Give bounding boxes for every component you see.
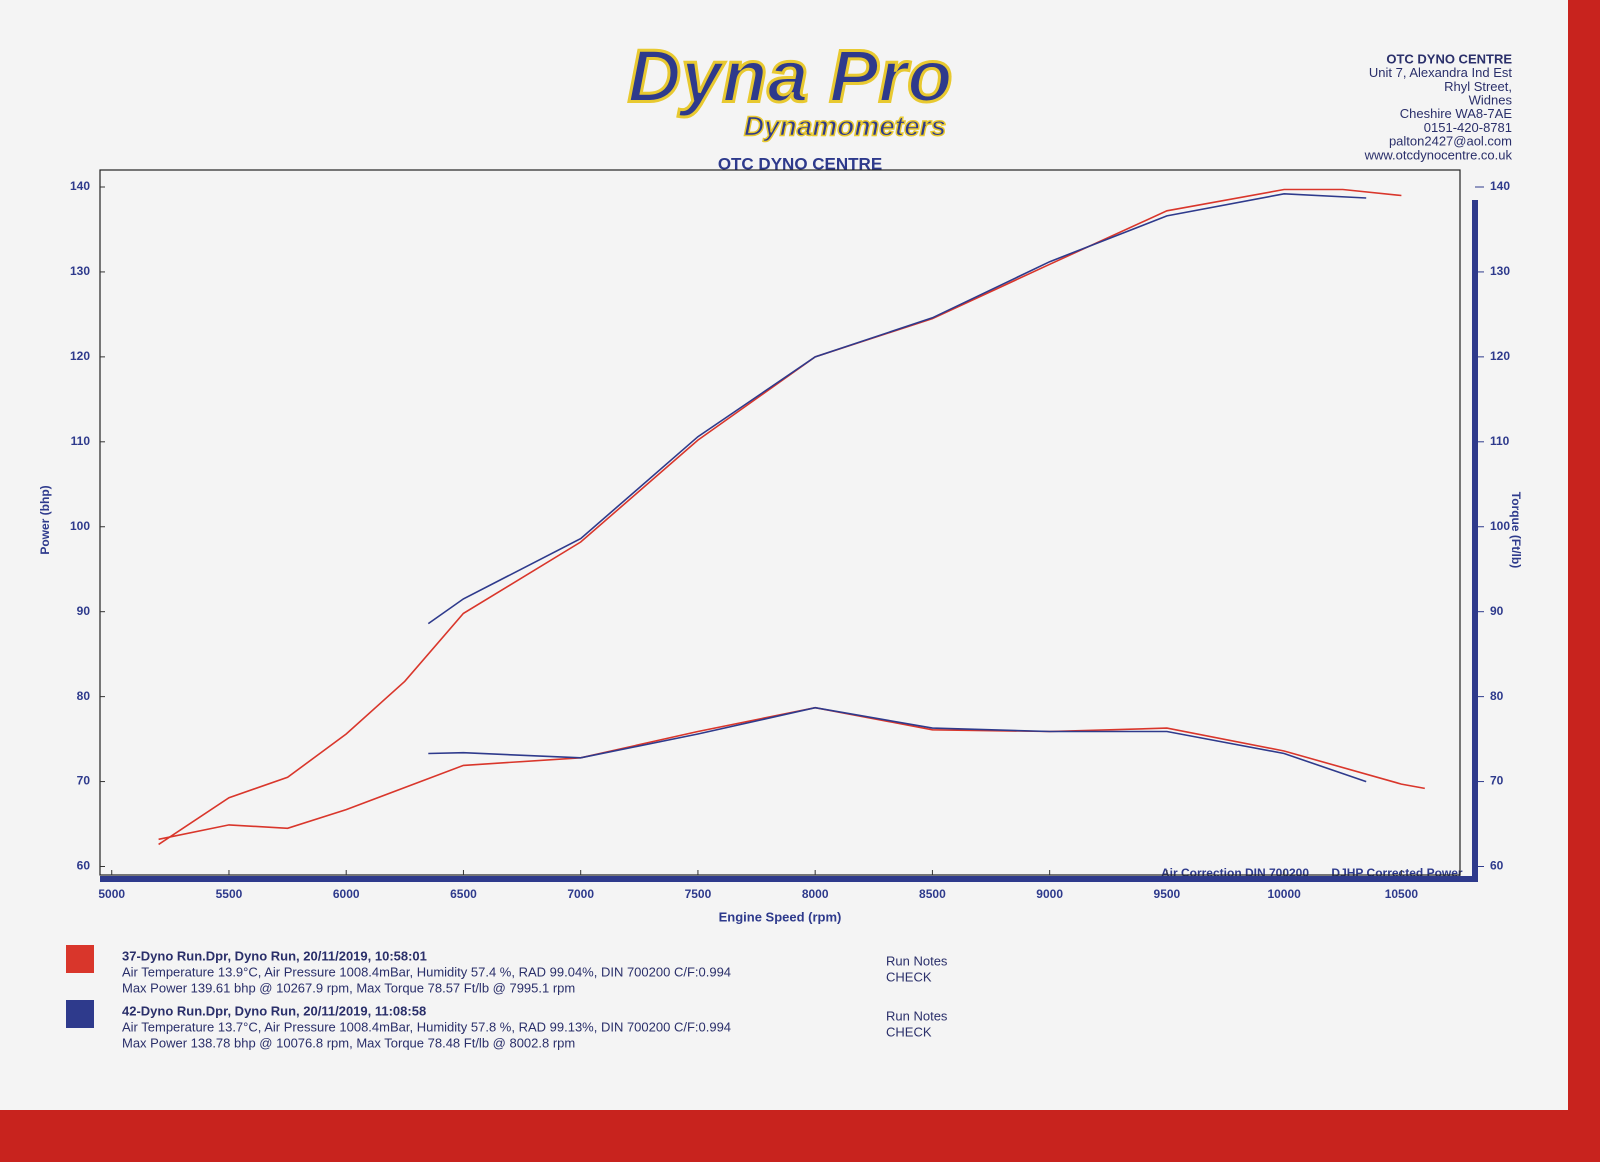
y2-tick-label: 120 bbox=[1490, 349, 1510, 363]
x-tick-label: 6000 bbox=[333, 887, 360, 901]
logo-sub: Dynamometers bbox=[744, 110, 946, 141]
series-line bbox=[427, 192, 1367, 625]
y-tick-label: 60 bbox=[77, 859, 91, 873]
logo: Dyna Pro bbox=[628, 35, 953, 118]
series-line bbox=[158, 706, 1425, 841]
y2-tick-label: 130 bbox=[1490, 264, 1510, 278]
x-tick-label: 7000 bbox=[567, 887, 594, 901]
legend-swatch bbox=[66, 1000, 94, 1028]
y-tick-label: 130 bbox=[70, 264, 90, 278]
y-axis-label: Power (bhp) bbox=[38, 485, 52, 554]
address-line: OTC DYNO CENTRE bbox=[1386, 51, 1512, 66]
plot-frame bbox=[99, 169, 1461, 876]
run-info: 42-Dyno Run.Dpr, Dyno Run, 20/11/2019, 1… bbox=[122, 1003, 426, 1018]
y2-tick-label: 60 bbox=[1490, 859, 1504, 873]
y-tick-label: 80 bbox=[77, 689, 91, 703]
address-line: palton2427@aol.com bbox=[1389, 134, 1512, 149]
series-line bbox=[158, 188, 1402, 846]
series-line bbox=[428, 706, 1367, 783]
y-tick-label: 100 bbox=[70, 519, 90, 533]
address-line: Rhyl Street, bbox=[1444, 79, 1512, 94]
y2-tick-label: 90 bbox=[1490, 604, 1504, 618]
y-tick-label: 140 bbox=[70, 179, 90, 193]
x-tick-label: 8500 bbox=[919, 887, 946, 901]
y-tick-label: 120 bbox=[70, 349, 90, 363]
x-tick-label: 10500 bbox=[1385, 887, 1419, 901]
address-line: Unit 7, Alexandra Ind Est bbox=[1369, 65, 1512, 80]
x-tick-label: 6500 bbox=[450, 887, 477, 901]
x-tick-label: 10000 bbox=[1267, 887, 1301, 901]
address-line: 0151-420-8781 bbox=[1424, 120, 1512, 135]
y-tick-label: 70 bbox=[77, 774, 91, 788]
y-tick-label: 110 bbox=[71, 434, 91, 448]
x-tick-label: 7500 bbox=[685, 887, 712, 901]
y2-tick-label: 70 bbox=[1490, 774, 1504, 788]
run-info: Air Temperature 13.9°C, Air Pressure 100… bbox=[122, 964, 731, 979]
run-info: Max Power 138.78 bhp @ 10076.8 rpm, Max … bbox=[122, 1035, 575, 1050]
x-tick-label: 8000 bbox=[802, 887, 829, 901]
address-line: www.otcdynocentre.co.uk bbox=[1364, 147, 1513, 162]
run-info: Max Power 139.61 bhp @ 10267.9 rpm, Max … bbox=[122, 980, 575, 995]
y-tick-label: 90 bbox=[77, 604, 91, 618]
x-tick-label: 9500 bbox=[1154, 887, 1181, 901]
run-notes: Run Notes bbox=[886, 953, 948, 968]
run-info: Air Temperature 13.7°C, Air Pressure 100… bbox=[122, 1019, 731, 1034]
run-notes: Run Notes bbox=[886, 1008, 948, 1023]
y2-tick-label: 80 bbox=[1490, 689, 1504, 703]
run-notes: CHECK bbox=[886, 969, 932, 984]
y2-tick-label: 140 bbox=[1490, 179, 1510, 193]
legend-swatch bbox=[66, 945, 94, 973]
chart-title: OTC DYNO CENTRE bbox=[718, 154, 882, 173]
x-tick-label: 5500 bbox=[216, 887, 243, 901]
paper bbox=[0, 0, 1568, 1110]
run-notes: CHECK bbox=[886, 1024, 932, 1039]
run-info: 37-Dyno Run.Dpr, Dyno Run, 20/11/2019, 1… bbox=[122, 948, 427, 963]
y2-tick-label: 110 bbox=[1490, 434, 1510, 448]
x-tick-label: 9000 bbox=[1036, 887, 1063, 901]
x-axis-label: Engine Speed (rpm) bbox=[719, 909, 842, 924]
y2-tick-label: 100 bbox=[1490, 519, 1510, 533]
address-line: Cheshire WA8-7AE bbox=[1400, 106, 1513, 121]
x-tick-label: 5000 bbox=[98, 887, 125, 901]
y2-axis-label: Torque (Ft/lb) bbox=[1509, 492, 1523, 568]
address-line: Widnes bbox=[1469, 93, 1513, 108]
